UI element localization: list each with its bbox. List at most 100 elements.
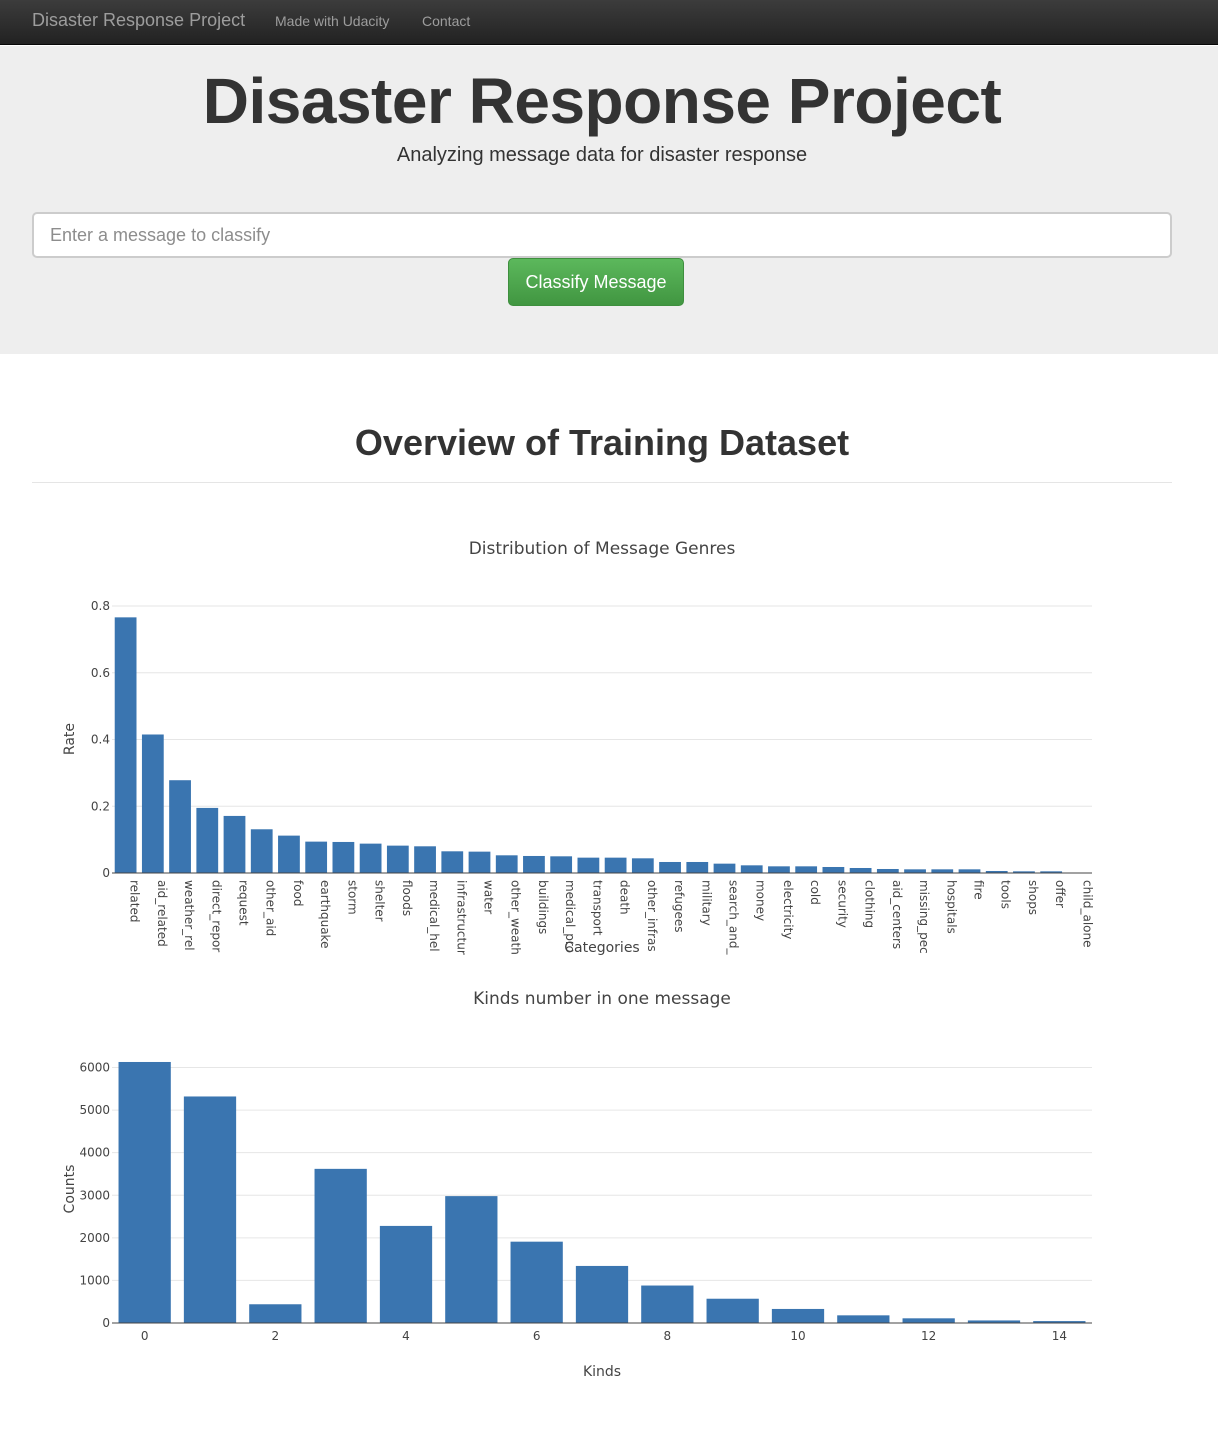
chart1-xtick-label: shops xyxy=(1026,880,1040,915)
chart2-xtick-label: 6 xyxy=(533,1329,541,1343)
chart1-xtick-label: direct_repor xyxy=(209,880,223,952)
nav-link-contact[interactable]: Contact xyxy=(422,13,471,29)
chart2-bar xyxy=(641,1285,694,1323)
chart2-xtick-label: 4 xyxy=(402,1329,410,1343)
chart1-bar xyxy=(795,866,818,873)
chart1-bar xyxy=(250,829,273,873)
chart1-bar xyxy=(114,617,137,873)
chart1-xtick-label: clothing xyxy=(863,880,877,928)
chart1-bar xyxy=(768,866,790,873)
navbar: Disaster Response Project Made with Udac… xyxy=(0,0,1218,45)
chart1-bar xyxy=(577,857,600,873)
chart1-ytick-label: 0.6 xyxy=(91,666,110,680)
chart1-bar xyxy=(822,866,845,873)
chart1-xtick-label: food xyxy=(291,880,305,907)
chart1-xtick-label: aid_centers xyxy=(890,880,904,949)
chart2-ytick-label: 6000 xyxy=(79,1061,110,1075)
chart1-xtick-label: buildings xyxy=(536,880,550,934)
chart2-bar xyxy=(249,1304,302,1323)
page-title: Disaster Response Project xyxy=(202,65,1002,137)
chart2-xtick-label: 0 xyxy=(141,1329,149,1343)
chart1-xtick-label: medical_pro xyxy=(563,880,577,953)
message-input[interactable] xyxy=(32,212,1172,258)
chart1-bar xyxy=(931,869,954,873)
chart2-bar xyxy=(575,1265,629,1323)
chart1-bar xyxy=(196,807,219,873)
chart1-xtick-label: water xyxy=(482,880,496,914)
chart2-xtick-label: 2 xyxy=(272,1329,280,1343)
chart1-ytick-label: 0 xyxy=(102,866,110,880)
chart1-xtick-label: fire xyxy=(972,880,986,900)
chart1-bar xyxy=(223,815,246,873)
chart2-bar xyxy=(118,1061,171,1323)
chart1-bar xyxy=(985,870,1008,873)
chart1-bar xyxy=(958,869,981,873)
chart1-bar xyxy=(414,846,436,873)
chart2-bar xyxy=(379,1225,433,1323)
chart2-bar xyxy=(445,1196,498,1323)
chart1-xtick-label: storm xyxy=(345,880,359,915)
chart2-xtick-label: 14 xyxy=(1052,1329,1067,1343)
chart1-bar xyxy=(604,857,627,873)
chart1-xtick-label: offer xyxy=(1053,880,1067,908)
chart2-bar xyxy=(510,1241,563,1323)
chart2-ylabel: Counts xyxy=(62,1165,78,1214)
chart1-bar xyxy=(1040,871,1063,873)
chart1-ytick-label: 0.4 xyxy=(91,733,110,747)
chart1-bar xyxy=(904,869,926,873)
chart2-ytick-label: 4000 xyxy=(79,1146,110,1160)
chart2-xtick-label: 12 xyxy=(921,1329,936,1343)
chart2-xtick-label: 8 xyxy=(664,1329,672,1343)
chart2-xlabel: Kinds xyxy=(583,1364,621,1380)
chart2-ytick-label: 2000 xyxy=(79,1231,110,1245)
chart1-xtick-label: aid_related xyxy=(155,880,169,947)
chart1-bar xyxy=(849,867,872,873)
chart1-xtick-label: death xyxy=(618,880,632,915)
chart1-bar xyxy=(141,734,164,873)
chart1-xtick-label: refugees xyxy=(672,880,686,933)
chart1-xtick-label: cold xyxy=(808,880,822,905)
chart1-xtick-label: missing_pec xyxy=(917,880,931,954)
section-divider xyxy=(32,482,1172,483)
navbar-brand[interactable]: Disaster Response Project xyxy=(32,10,246,30)
kinds-chart: Kinds number in one message Kinds Counts… xyxy=(62,989,1092,1380)
chart1-xtick-label: hospitals xyxy=(944,880,958,934)
chart1-bar xyxy=(686,861,709,873)
chart1-ytick-label: 0.8 xyxy=(91,599,110,613)
chart2-bar xyxy=(837,1315,890,1323)
genres-chart: Distribution of Message Genres Categorie… xyxy=(62,539,1094,956)
chart1-bar xyxy=(550,856,573,873)
chart2-bar xyxy=(1033,1321,1086,1323)
chart1-bar xyxy=(359,843,382,873)
chart1-bar xyxy=(441,851,464,873)
chart2-bar xyxy=(902,1318,955,1323)
chart1-xtick-label: money xyxy=(754,880,768,921)
chart1-bar xyxy=(169,780,191,873)
chart1-xtick-label: other_weath xyxy=(509,880,523,955)
chart1-bar xyxy=(631,858,654,873)
chart1-bar xyxy=(740,865,763,873)
nav-link-udacity[interactable]: Made with Udacity xyxy=(275,13,390,29)
chart1-bar xyxy=(278,835,300,873)
chart1-xtick-label: transport xyxy=(590,880,604,936)
chart1-xtick-label: request xyxy=(237,880,251,926)
chart2-bar xyxy=(706,1298,759,1323)
chart2-xtick-label: 10 xyxy=(790,1329,805,1343)
chart1-xtick-label: weather_rel xyxy=(182,880,196,951)
chart1-ytick-label: 0.2 xyxy=(91,799,110,813)
chart1-xtick-label: child_alone xyxy=(1080,880,1094,948)
chart1-xtick-label: tools xyxy=(999,880,1013,909)
chart1-bar xyxy=(332,841,355,873)
section-title: Overview of Training Dataset xyxy=(354,422,850,463)
jumbotron: Disaster Response Project Analyzing mess… xyxy=(0,46,1218,354)
chart1-xtick-label: military xyxy=(699,880,713,926)
chart1-ylabel: Rate xyxy=(62,723,78,755)
chart2-title: Kinds number in one message xyxy=(473,989,731,1009)
classify-message-button[interactable]: Classify Message xyxy=(508,258,684,306)
page-subtitle: Analyzing message data for disaster resp… xyxy=(396,144,808,166)
chart1-xtick-label: shelter xyxy=(373,880,387,922)
chart1-title: Distribution of Message Genres xyxy=(469,539,736,559)
chart1-xtick-label: search_and_ xyxy=(727,880,741,955)
chart1-xtick-label: electricity xyxy=(781,880,795,939)
